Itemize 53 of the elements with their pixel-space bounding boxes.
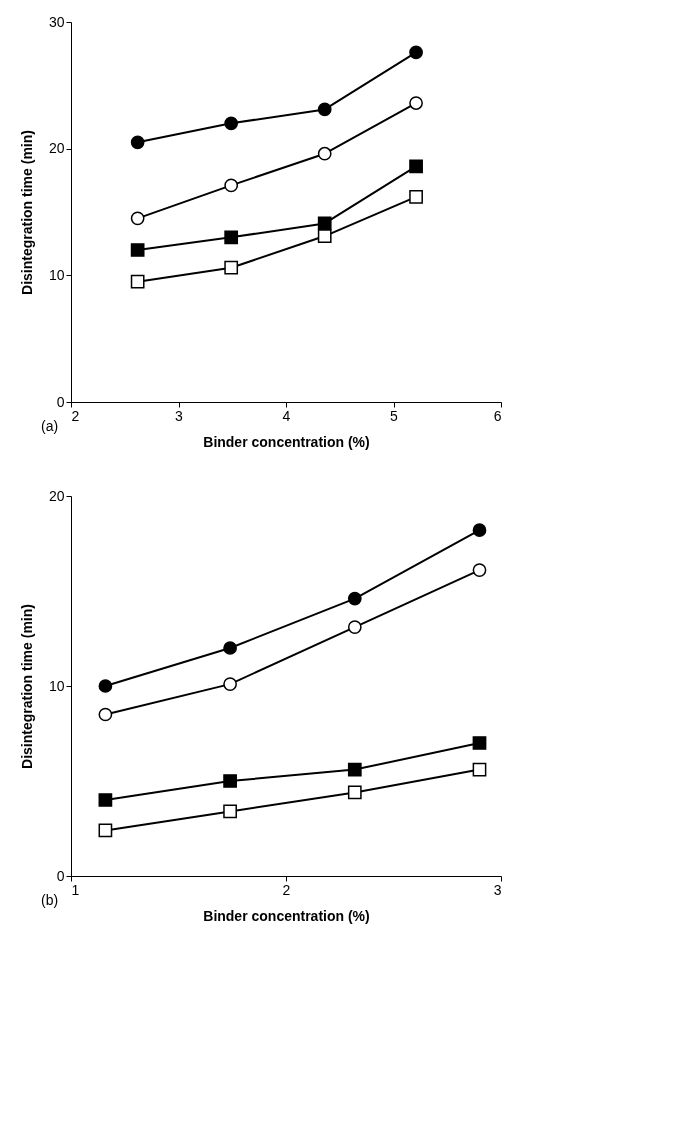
point	[224, 230, 239, 245]
y-tick-label: 10	[48, 677, 65, 694]
point	[223, 677, 237, 691]
point	[317, 216, 332, 231]
x-tick-label: 2	[282, 881, 291, 898]
point	[317, 146, 332, 161]
x-axis-title: Binder concentration (%)	[203, 433, 370, 450]
point	[409, 159, 423, 174]
x-tick-label: 6	[493, 407, 502, 424]
point	[409, 45, 423, 60]
point	[98, 679, 113, 693]
x-tick-label: 5	[390, 407, 399, 424]
point	[409, 189, 423, 204]
x-tick-label: 4	[282, 407, 291, 424]
y-tick-label: 0	[56, 867, 65, 884]
y-axis-title: Disintegration time (min)	[18, 130, 35, 295]
point	[472, 762, 487, 777]
x-tick-label: 1	[71, 881, 80, 898]
point	[98, 793, 113, 807]
x-tick-label: 3	[493, 881, 502, 898]
y-tick-label: 20	[48, 487, 65, 504]
point	[98, 707, 113, 722]
point	[223, 641, 237, 655]
point	[347, 620, 362, 634]
point	[130, 135, 145, 150]
y-tick-label: 30	[48, 13, 65, 30]
point	[347, 762, 362, 777]
point	[472, 736, 487, 750]
point	[130, 211, 145, 226]
point	[224, 260, 239, 275]
point	[223, 774, 237, 788]
y-axis-title: Disintegration time (min)	[18, 604, 35, 769]
x-axis-title: Binder concentration (%)	[203, 907, 370, 924]
x-tick-label: 2	[71, 407, 80, 424]
point	[317, 102, 332, 117]
point	[98, 823, 113, 838]
point	[130, 243, 145, 257]
point	[409, 96, 423, 110]
x-tick-label: 3	[175, 407, 184, 424]
y-tick-label: 10	[48, 266, 65, 283]
point	[472, 563, 487, 577]
point	[347, 591, 362, 606]
point	[224, 116, 239, 131]
point	[223, 804, 237, 819]
text: (b)	[41, 892, 59, 908]
point	[472, 523, 487, 538]
y-tick-label: 0	[56, 393, 65, 410]
point	[130, 274, 145, 289]
y-tick-label: 20	[48, 140, 65, 157]
text: (a)	[41, 418, 59, 434]
point	[347, 785, 362, 800]
point	[317, 229, 332, 243]
point	[224, 178, 239, 193]
